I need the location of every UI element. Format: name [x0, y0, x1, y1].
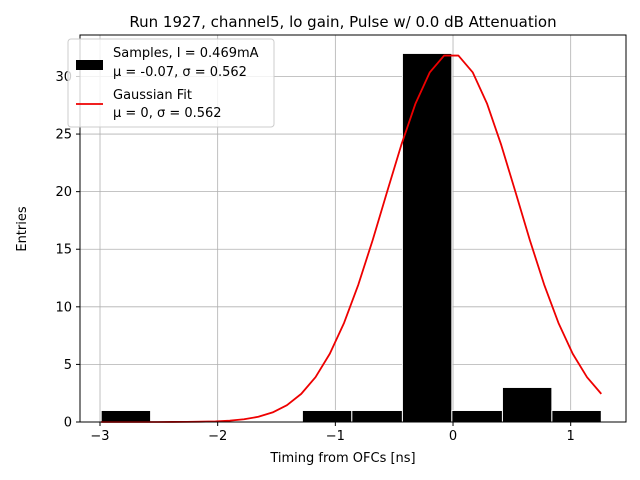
- histogram-bar: [351, 409, 403, 423]
- x-tick-label: 1: [567, 429, 575, 444]
- x-axis-ticks: −3 −2 −1 0 1: [90, 422, 575, 444]
- y-axis-label: Entries: [15, 206, 30, 252]
- x-axis-label: Timing from OFCs [ns]: [269, 451, 415, 466]
- legend-frame: [67, 38, 275, 128]
- legend-samples-label: Samples, I = 0.469mA: [113, 46, 259, 61]
- y-tick-label: 15: [55, 243, 72, 258]
- histogram-bar: [301, 409, 353, 423]
- legend-samples-stats: μ = -0.07, σ = 0.562: [113, 65, 247, 80]
- y-tick-label: 10: [55, 300, 72, 315]
- chart-title: Run 1927, channel5, lo gain, Pulse w/ 0.…: [129, 13, 556, 31]
- histogram-bar: [501, 386, 553, 423]
- histogram-bar: [100, 409, 152, 423]
- legend-fit-stats: μ = 0, σ = 0.562: [113, 106, 222, 121]
- x-tick-label: −2: [208, 429, 227, 444]
- legend-samples-swatch: [76, 60, 103, 70]
- x-tick-label: −3: [90, 429, 109, 444]
- y-tick-label: 0: [64, 416, 72, 431]
- y-tick-label: 20: [55, 185, 72, 200]
- y-tick-label: 5: [64, 358, 72, 373]
- histogram-bar: [551, 409, 602, 423]
- x-tick-label: 0: [449, 429, 457, 444]
- plot-frame: [79, 34, 627, 423]
- legend: Samples, I = 0.469mA μ = -0.07, σ = 0.56…: [67, 38, 275, 128]
- x-tick-label: −1: [326, 429, 345, 444]
- histogram-bar: [401, 52, 453, 423]
- histogram-bar: [451, 409, 503, 423]
- legend-fit-label: Gaussian Fit: [113, 88, 192, 103]
- y-tick-label: 25: [55, 128, 72, 143]
